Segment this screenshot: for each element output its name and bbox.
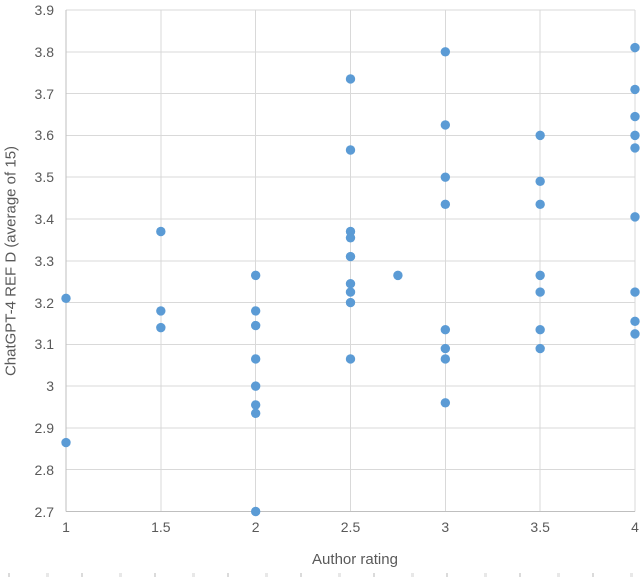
data-point <box>250 381 261 391</box>
data-point <box>250 320 261 331</box>
data-point <box>630 111 640 122</box>
data-point <box>345 287 356 297</box>
data-point <box>250 408 261 418</box>
x-tick-label: 2 <box>251 519 260 535</box>
x-tick-label: 2.5 <box>340 519 361 535</box>
data-point <box>250 506 261 517</box>
y-tick-label: 3.8 <box>34 43 54 60</box>
x-axis-title: Author rating <box>312 551 398 568</box>
x-tick-label: 4 <box>631 519 639 535</box>
data-point <box>630 212 640 222</box>
data-point <box>345 145 356 155</box>
data-point <box>250 270 261 281</box>
data-point <box>440 199 451 210</box>
data-point <box>345 233 356 243</box>
data-point <box>440 398 451 408</box>
y-tick-label: 2.7 <box>34 503 54 520</box>
data-point <box>440 47 451 57</box>
data-point <box>630 143 640 153</box>
data-point <box>61 437 71 448</box>
data-point <box>156 306 166 316</box>
y-tick-label: 3.4 <box>34 210 54 227</box>
data-point <box>630 84 640 95</box>
data-point <box>535 199 545 210</box>
y-tick-label: 2.8 <box>34 461 54 478</box>
data-point <box>440 354 451 364</box>
y-tick-label: 3.2 <box>34 294 54 311</box>
data-point <box>345 354 356 364</box>
data-point <box>630 329 640 339</box>
data-point <box>630 316 640 327</box>
data-point <box>630 130 640 141</box>
data-point <box>440 343 451 354</box>
data-point <box>440 325 451 335</box>
y-tick-label: 3 <box>46 378 54 395</box>
data-point <box>535 270 545 281</box>
cut-off-caption-strip <box>8 573 636 577</box>
x-tick-label: 1.5 <box>151 519 171 535</box>
data-point <box>535 325 545 335</box>
data-point <box>250 400 261 410</box>
y-tick-label: 3.5 <box>34 169 54 186</box>
data-point <box>156 322 166 333</box>
data-point <box>345 251 356 262</box>
data-point <box>535 130 545 141</box>
data-point <box>250 306 261 316</box>
x-tick-label: 3 <box>441 519 450 535</box>
x-tick-label: 3.5 <box>530 519 550 535</box>
y-tick-label: 3.9 <box>34 2 54 18</box>
data-point <box>535 343 545 354</box>
data-point <box>156 226 166 237</box>
data-point <box>535 287 545 297</box>
data-point <box>630 287 640 297</box>
y-tick-label: 2.9 <box>34 419 54 436</box>
y-tick-label: 3.7 <box>34 85 54 102</box>
data-point <box>440 172 451 182</box>
data-point <box>440 120 451 130</box>
y-axis-title: ChatGPT-4 REF D (average of 15) <box>2 145 20 377</box>
data-point <box>345 279 356 289</box>
y-tick-label: 3.1 <box>34 336 54 353</box>
data-point <box>393 270 403 281</box>
data-point <box>535 176 545 187</box>
data-point <box>345 297 356 308</box>
data-point <box>250 354 261 364</box>
data-point <box>345 74 356 84</box>
data-point <box>61 293 71 304</box>
y-tick-label: 3.3 <box>34 252 54 269</box>
x-tick-label: 1 <box>62 519 70 535</box>
y-tick-label: 3.6 <box>34 127 54 144</box>
data-point <box>630 42 640 53</box>
